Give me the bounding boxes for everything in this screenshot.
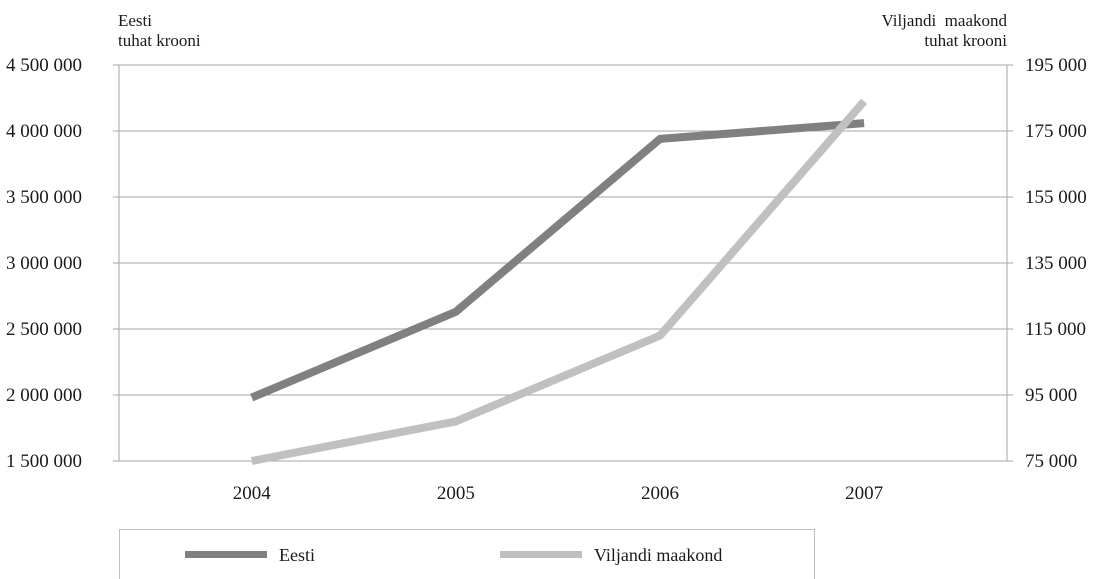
left-axis-title-line-1: Eesti <box>118 11 152 30</box>
legend-box <box>119 529 815 579</box>
series-line-viljandi <box>250 98 868 465</box>
axes: 1 500 000 75 000 2 000 000 95 000 2 500 000 1… <box>6 55 1087 504</box>
left-axis-tick-label: 3 000 000 <box>6 253 82 274</box>
left-axis-tick-label: 3 500 000 <box>6 187 82 208</box>
x-axis-tick-label: 2004 <box>233 483 272 504</box>
x-axis-tick-label: 2007 <box>845 483 883 504</box>
right-axis-title-line-1: Viljandi maakond <box>881 11 1007 30</box>
legend-label-viljandi: Viljandi maakond <box>594 545 722 565</box>
right-axis-tick-label: 75 000 <box>1025 451 1077 472</box>
series-line-eesti <box>250 119 865 402</box>
right-axis-tick-label: 115 000 <box>1025 319 1086 340</box>
x-axis-tick-label: 2005 <box>437 483 475 504</box>
right-axis-tick-label: 135 000 <box>1025 253 1087 274</box>
left-axis-tick-label: 2 000 000 <box>6 385 82 406</box>
right-axis-tick-label: 175 000 <box>1025 121 1087 142</box>
legend-swatch-eesti <box>185 551 267 558</box>
left-axis-tick-label: 1 500 000 <box>6 451 82 472</box>
x-axis-tick-label: 2006 <box>641 483 679 504</box>
legend-label-eesti: Eesti <box>279 545 315 565</box>
left-axis-tick-label: 2 500 000 <box>6 319 82 340</box>
legend-swatch-viljandi <box>500 551 582 558</box>
right-axis-tick-label: 195 000 <box>1025 55 1087 76</box>
left-axis-tick-label: 4 500 000 <box>6 55 82 76</box>
right-axis-tick-label: 155 000 <box>1025 187 1087 208</box>
gridlines <box>119 64 1007 462</box>
right-axis-tick-label: 95 000 <box>1025 385 1077 406</box>
left-axis-title-line-2: tuhat krooni <box>118 31 201 50</box>
left-axis-tick-label: 4 000 000 <box>6 121 82 142</box>
legend: Eesti Viljandi maakond <box>119 529 815 579</box>
series-layer <box>250 98 868 465</box>
right-axis-title-line-2: tuhat krooni <box>924 31 1007 50</box>
